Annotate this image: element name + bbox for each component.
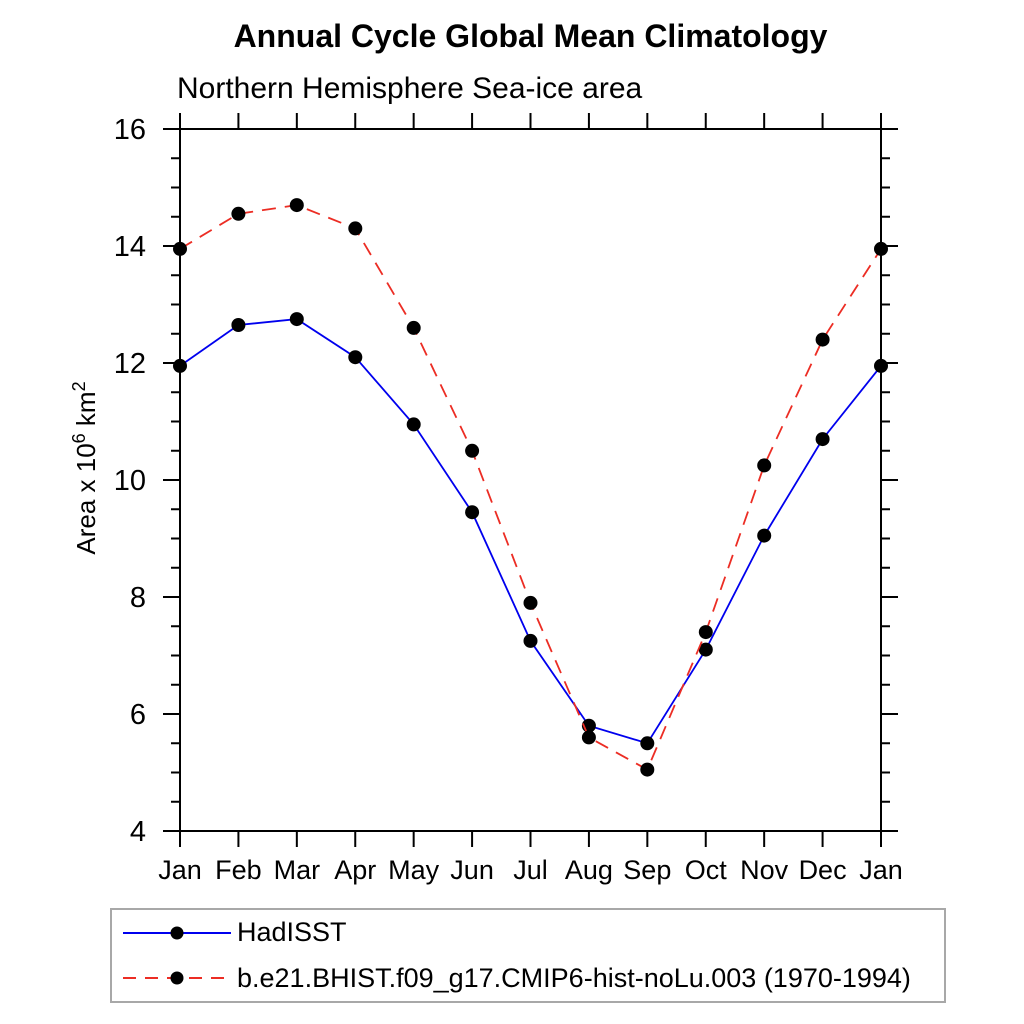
- data-point-marker-0: [757, 528, 772, 543]
- data-point-marker-0: [289, 312, 304, 327]
- data-point-marker-1: [348, 221, 363, 236]
- data-point-marker-1: [698, 625, 713, 640]
- data-point-marker-0: [173, 358, 187, 373]
- data-point-marker-0: [698, 642, 713, 657]
- legend-swatch-model: [123, 971, 231, 985]
- x-axis-label: Jun: [450, 855, 494, 885]
- legend-box: HadISST b.e21.BHIST.f09_g17.CMIP6-hist-n…: [110, 908, 946, 1003]
- y-axis-label: 4: [130, 816, 146, 848]
- legend-label-hadisst: HadISST: [237, 917, 347, 948]
- chart-title: Annual Cycle Global Mean Climatology: [233, 18, 828, 54]
- data-point-marker-1: [757, 458, 772, 473]
- y-axis-label: 8: [130, 582, 146, 614]
- x-axis-label: Feb: [215, 855, 262, 885]
- x-axis-label: Dec: [799, 855, 847, 885]
- y-axis-label: 16: [114, 114, 146, 146]
- x-axis-label: Jan: [859, 855, 903, 885]
- y-axis-label: 14: [114, 231, 146, 263]
- legend-swatch-hadisst: [123, 926, 231, 940]
- data-point-marker-0: [640, 736, 655, 751]
- x-axis-label: Jan: [158, 855, 202, 885]
- legend-marker-circle-icon: [170, 971, 184, 985]
- legend-item-hadisst: HadISST: [120, 910, 944, 956]
- x-axis-label: Apr: [334, 855, 376, 885]
- data-point-marker-1: [465, 443, 480, 458]
- x-axis-label: Aug: [565, 855, 613, 885]
- data-point-marker-0: [874, 358, 888, 373]
- y-axis-label: 6: [130, 699, 146, 731]
- legend-marker-circle-icon: [170, 926, 184, 940]
- x-axis-label: Sep: [623, 855, 671, 885]
- data-point-marker-0: [406, 417, 421, 432]
- data-point-marker-0: [815, 432, 830, 447]
- data-point-marker-1: [173, 241, 187, 256]
- data-point-marker-0: [348, 350, 363, 365]
- data-point-marker-0: [523, 633, 538, 648]
- x-axis-label: Oct: [685, 855, 728, 885]
- data-point-marker-1: [523, 595, 538, 610]
- data-point-marker-0: [465, 505, 480, 520]
- series-line-1: [179, 204, 882, 771]
- x-axis-label: May: [388, 855, 440, 885]
- y-axis-label: 10: [114, 465, 146, 497]
- y-axis-label: 12: [114, 348, 146, 380]
- data-point-marker-1: [406, 320, 421, 335]
- data-point-marker-1: [231, 206, 246, 221]
- y-axis-title: Area x 106 km2: [69, 381, 101, 554]
- plot-frame: [179, 128, 882, 832]
- series-line-0: [179, 318, 882, 745]
- data-point-marker-1: [581, 730, 596, 745]
- data-point-marker-1: [640, 762, 655, 777]
- data-point-marker-1: [874, 241, 888, 256]
- data-point-marker-0: [231, 318, 246, 332]
- data-point-marker-1: [289, 198, 304, 213]
- chart-subtitle: Northern Hemisphere Sea-ice area: [177, 72, 643, 105]
- legend-item-model: b.e21.BHIST.f09_g17.CMIP6-hist-noLu.003 …: [120, 956, 944, 1002]
- data-point-marker-1: [815, 332, 830, 347]
- x-axis-label: Nov: [740, 855, 789, 885]
- x-axis-label: Jul: [513, 855, 548, 885]
- x-axis-label: Mar: [274, 855, 321, 885]
- legend-label-model: b.e21.BHIST.f09_g17.CMIP6-hist-noLu.003 …: [237, 962, 911, 993]
